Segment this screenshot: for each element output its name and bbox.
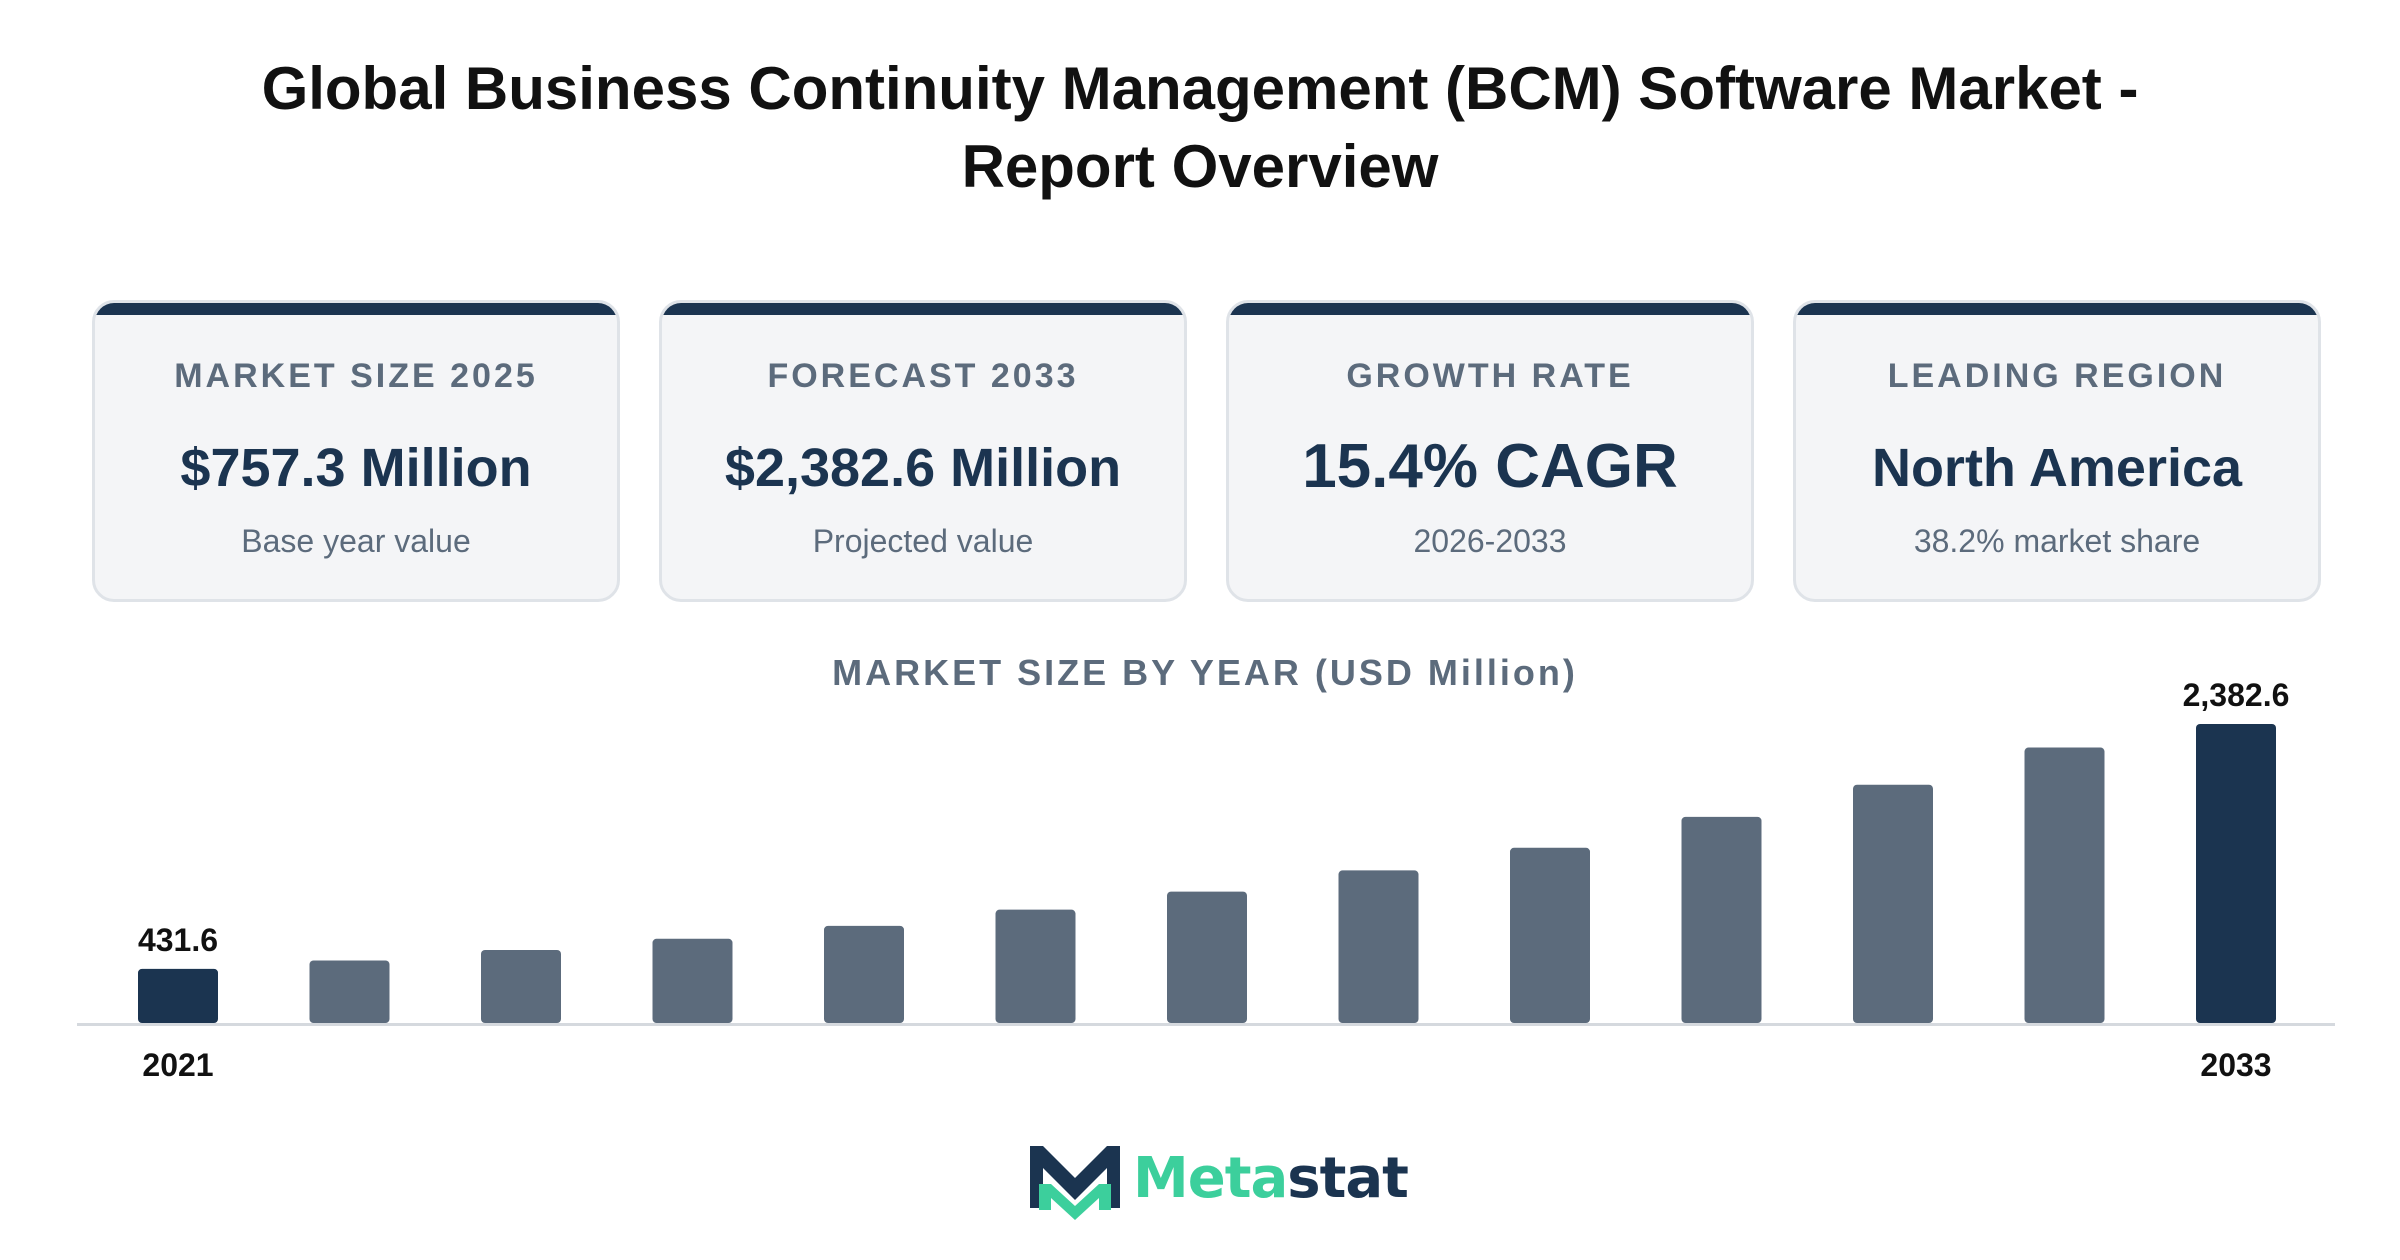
bar-2024 xyxy=(652,938,733,1023)
card-value: $2,382.6 Million xyxy=(724,438,1122,498)
card-value: 15.4% CAGR xyxy=(1302,432,1678,501)
card-accent-bar xyxy=(662,303,1184,315)
card-label: FORECAST 2033 xyxy=(767,357,1079,395)
data-label-2021: 431.6 xyxy=(138,922,218,958)
bar-2022 xyxy=(309,960,390,1023)
page-title: Global Business Continuity Management (B… xyxy=(150,50,2250,206)
card-label: MARKET SIZE 2025 xyxy=(174,357,538,395)
x-tick-label-2021: 2021 xyxy=(142,1047,213,1083)
card-value: North America xyxy=(1871,438,2243,498)
logo-wordmark: Metastat xyxy=(1133,1146,1409,1211)
bar-2021 xyxy=(138,968,218,1023)
forecast-card: FORECAST 2033 $2,382.6 Million Projected… xyxy=(659,300,1187,602)
bar-2025 xyxy=(824,925,904,1023)
card-subtext: 2026-2033 xyxy=(1413,523,1567,559)
card-accent-bar xyxy=(95,303,617,315)
card-label: GROWTH RATE xyxy=(1346,357,1634,395)
card-subtext: 38.2% market share xyxy=(1913,523,2201,559)
card-subtext: Base year value xyxy=(241,523,471,559)
data-label-2033: 2,382.6 xyxy=(2183,677,2290,713)
logo-text-stat: stat xyxy=(1287,1146,1409,1211)
bar-2026 xyxy=(995,909,1076,1023)
bar-2027 xyxy=(1167,891,1247,1023)
card-value: $757.3 Million xyxy=(180,438,532,498)
bar-2030 xyxy=(1681,816,1762,1023)
chart-title: MARKET SIZE BY YEAR (USD Million) xyxy=(832,652,1578,693)
bar-2029 xyxy=(1510,847,1590,1023)
page-title-line1: Global Business Continuity Management (B… xyxy=(261,55,2139,122)
metastat-m-logo-icon xyxy=(1030,1146,1120,1220)
x-tick-label-2033: 2033 xyxy=(2200,1047,2271,1083)
leading-region-card: LEADING REGION North America 38.2% marke… xyxy=(1793,300,2321,602)
logo-text-meta: Meta xyxy=(1133,1146,1288,1211)
bar-2033 xyxy=(2196,724,2276,1023)
card-label: LEADING REGION xyxy=(1887,357,2227,395)
card-accent-bar xyxy=(1796,303,2318,315)
bar-2023 xyxy=(481,949,561,1023)
metastat-logo: Metastat xyxy=(1025,1138,1409,1222)
bar-2031 xyxy=(1853,784,1933,1023)
card-accent-bar xyxy=(1229,303,1751,315)
growth-rate-card: GROWTH RATE 15.4% CAGR 2026-2033 xyxy=(1226,300,1754,602)
bar-2028 xyxy=(1338,870,1419,1023)
card-subtext: Projected value xyxy=(812,523,1034,559)
page-title-line2: Report Overview xyxy=(961,133,1439,200)
bar-2032 xyxy=(2024,747,2105,1023)
market-size-card: MARKET SIZE 2025 $757.3 Million Base yea… xyxy=(92,300,620,602)
